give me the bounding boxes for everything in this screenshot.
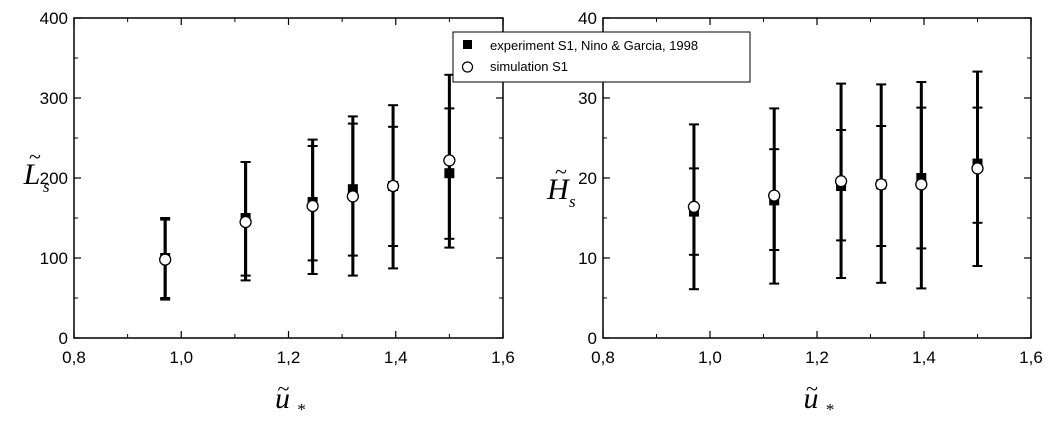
y-axis-label-symbol: H [546,173,571,206]
data-point-circle [306,199,319,213]
data-point-circle [159,253,172,266]
x-tick-label: 0,8 [62,348,86,367]
x-axis-label-tilde: ~ [806,376,818,401]
x-tick-label: 0,8 [591,348,615,367]
y-tick-label: 0 [588,329,597,348]
data-point-circle [239,215,252,229]
x-tick-label: 1,6 [491,348,515,367]
y-tick-label: 400 [40,9,68,28]
data-point-circle [834,175,848,188]
y-tick-label: 200 [40,169,68,188]
y-tick-label: 20 [578,169,597,188]
y-axis-label-sub: s [569,192,576,211]
x-axis-label-sub: * [825,400,834,419]
y-axis-label: ~H s [546,159,576,211]
legend-box [452,31,751,83]
markers-experiment [688,158,983,217]
legend: experiment S1, Nino & Garcia, 1998 simul… [452,31,751,83]
x-tick-label: 1,0 [169,348,193,367]
data-point-square [347,184,358,195]
data-point-circle [915,178,928,191]
x-axis-label-symbol: u [275,382,290,415]
y-tick-label: 40 [578,9,597,28]
x-tick-label: 1,6 [1019,348,1043,367]
x-tick-label: 1,2 [805,348,829,367]
x-axis-label: ~u * [804,376,835,419]
legend-marker-simulation [461,61,474,73]
plot-frame [73,17,504,339]
legend-label-experiment: experiment S1, Nino & Garcia, 1998 [490,38,698,53]
data-point-circle [346,190,360,203]
x-axis-label-tilde: ~ [278,376,290,401]
y-axis-label-tilde: ~ [555,159,567,184]
y-axis-label: ~L s [23,144,50,196]
data-point-square [444,168,455,179]
data-point-circle [768,189,781,202]
y-tick-label: 100 [40,249,68,268]
x-axis-label-symbol: u [804,382,819,415]
markers-simulation [687,162,984,213]
y-tick-label: 0 [59,329,68,348]
legend-label-simulation: simulation S1 [490,59,568,74]
markers-experiment [160,168,455,263]
data-point-square [916,173,927,183]
markers-simulation [159,154,456,266]
x-tick-label: 1,4 [384,348,408,367]
legend-marker-experiment [463,40,472,49]
series-simulation [160,73,455,301]
y-tick-label: 10 [578,249,597,268]
y-tick-label: 30 [578,89,597,108]
x-axis-label: ~u * [275,376,306,419]
x-tick-label: 1,0 [698,348,722,367]
x-tick-label: 1,4 [912,348,936,367]
y-axis-label-sub: s [43,177,50,196]
x-axis-label-sub: * [297,400,306,419]
data-point-circle [386,179,400,193]
y-axis-label-tilde: ~ [29,144,41,169]
y-axis-label-symbol: L [23,158,41,191]
data-point-circle [971,162,984,175]
data-point-circle [875,178,888,191]
y-tick-label: 300 [40,89,68,108]
data-point-circle [687,200,701,213]
data-point-circle [443,154,456,167]
x-tick-label: 1,2 [277,348,301,367]
